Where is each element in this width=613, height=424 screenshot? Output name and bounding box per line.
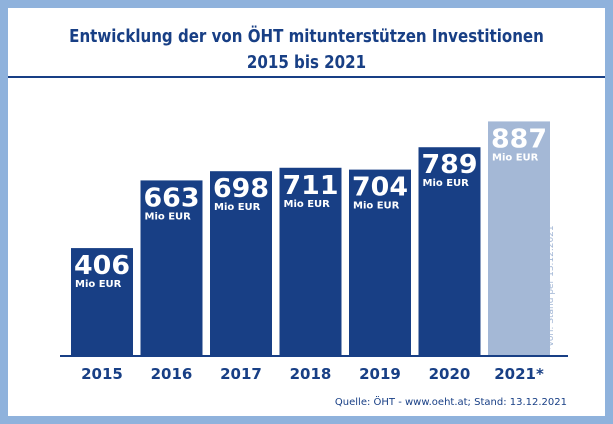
x-tick-label: 2017 [220, 365, 262, 383]
x-tick-label: 2018 [290, 365, 332, 383]
bar-value-label: 789 [422, 150, 478, 180]
bar-unit-label: Mio EUR [145, 211, 192, 222]
bar-unit-label: Mio EUR [423, 178, 470, 189]
bar-value-label: 704 [352, 173, 408, 203]
bar-value-label: 887 [491, 124, 547, 154]
x-tick-label: 2016 [151, 365, 193, 383]
x-tick-label: 2019 [359, 365, 401, 383]
x-tick-label: 2020 [429, 365, 471, 383]
bar-unit-label: Mio EUR [214, 202, 261, 213]
bar-2017 [210, 171, 272, 355]
bar-2018 [279, 167, 342, 355]
chart-panel: Entwicklung der von ÖHT mitunterstützen … [8, 8, 605, 416]
source-note: Quelle: ÖHT - www.oeht.at; Stand: 13.12.… [334, 397, 567, 408]
bar-unit-label: Mio EUR [353, 201, 400, 212]
bar-unit-label: Mio EUR [284, 199, 331, 210]
chart-title-line1: Entwicklung der von ÖHT mitunterstützen … [69, 27, 544, 47]
title-divider [8, 76, 605, 78]
bar-2021 [488, 121, 550, 355]
bar-value-label: 711 [283, 171, 339, 201]
bar-unit-label: Mio EUR [492, 152, 539, 163]
bar-unit-label: Mio EUR [75, 279, 122, 290]
bar-2019 [349, 169, 411, 355]
footnote: *vorl. Stand per 13.12.2021 [546, 225, 556, 351]
x-tick-label: 2021* [494, 365, 544, 383]
chart-title-line2: 2015 bis 2021 [246, 53, 367, 73]
bar-value-label: 698 [213, 174, 269, 204]
x-tick-group: 2015 2016 2017 2018 2019 2020 2021* [81, 365, 544, 383]
bar-2016 [140, 180, 203, 355]
bar-value-label: 663 [144, 183, 200, 213]
bar-2020 [418, 147, 481, 355]
x-tick-label: 2015 [81, 365, 123, 383]
chart-title: Entwicklung der von ÖHT mitunterstützen … [50, 24, 563, 76]
bar-2015 [71, 248, 133, 355]
bar-value-label: 406 [74, 251, 130, 281]
